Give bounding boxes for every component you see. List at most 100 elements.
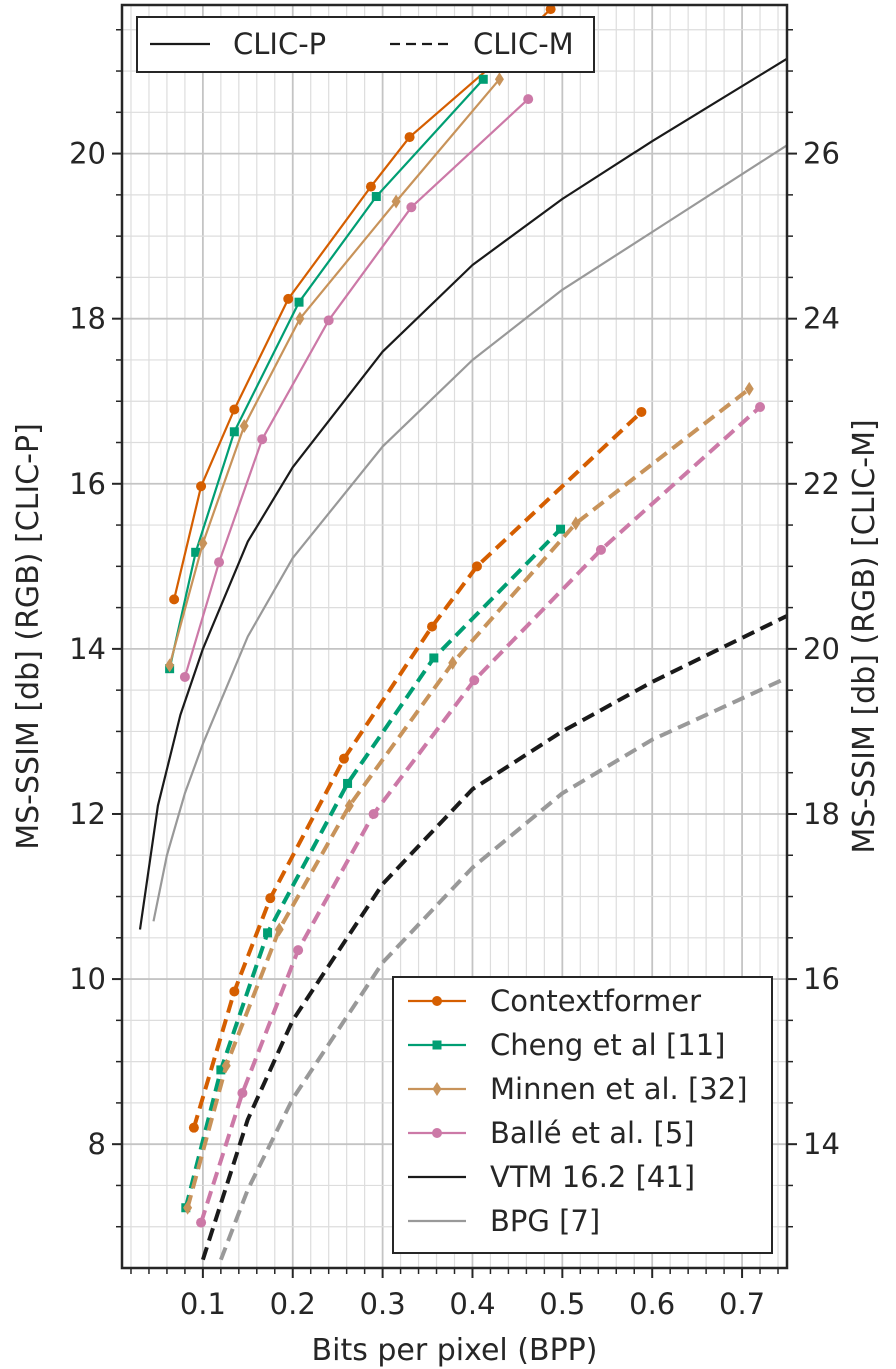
data-point-minnen-et-al-32 [165,658,175,673]
data-point-minnen-et-al-32 [744,381,754,396]
series-line-ball-et-al-5-left [183,98,529,678]
y-left-tick-label: 18 [69,302,106,336]
method-legend-label: VTM 16.2 [41] [490,1160,695,1194]
y-axis-label-left: MS-SSIM [db] (RGB) [CLIC-P] [11,423,46,850]
data-point-ball-et-al-5 [214,557,225,568]
series-line-bpg-7-left [152,144,787,922]
data-point-ball-et-al-5 [257,434,268,445]
method-legend-marker [432,1082,442,1096]
data-point-minnen-et-al-32 [295,311,305,326]
data-point-cheng-et-al-11 [371,192,381,202]
data-point-contextformer [636,406,647,417]
x-axis-label: Bits per pixel (BPP) [312,1333,598,1368]
y-right-tick-label: 18 [803,797,840,831]
data-point-cheng-et-al-11 [263,928,273,938]
y-left-tick-label: 8 [88,1127,106,1161]
data-point-contextformer [404,132,415,143]
method-legend-marker [432,1128,442,1138]
axis-ticks: 0.1 0.2 0.3 0.4 0.5 0.6 0.7 8 10 12 14 16 18 20 14 16 18… [69,29,840,1321]
data-point-cheng-et-al-11 [343,778,353,788]
y-axis-label-right: MS-SSIM [db] (RGB) [CLIC-M] [847,419,882,853]
data-point-contextformer [338,753,349,764]
series-line-cheng-et-al-11-left [168,78,485,669]
data-point-ball-et-al-5 [368,808,379,819]
y-right-tick-label: 24 [803,302,840,336]
x-tick-label: 0.2 [270,1287,316,1321]
data-point-cheng-et-al-11 [556,524,566,534]
data-point-ball-et-al-5 [293,945,304,956]
data-point-cheng-et-al-11 [478,74,488,84]
data-point-minnen-et-al-32 [239,419,249,433]
y-right-tick-label: 22 [803,467,840,501]
data-point-ball-et-al-5 [406,202,417,213]
data-point-contextformer [283,293,294,304]
data-point-contextformer [169,594,180,605]
x-tick-label: 0.1 [180,1287,226,1321]
series-line-vtm-16-2-41-right [200,614,787,1261]
method-legend-label: Contextformer [490,984,701,1018]
data-point-minnen-et-al-32 [221,1058,231,1073]
data-point-minnen-et-al-32 [571,516,581,531]
data-point-contextformer [365,181,376,192]
data-point-ball-et-al-5 [523,94,534,105]
data-point-cheng-et-al-11 [216,1065,226,1075]
y-left-tick-label: 10 [69,962,106,996]
data-point-ball-et-al-5 [179,671,190,682]
data-point-contextformer [545,5,556,15]
data-point-contextformer [229,986,240,997]
method-legend-marker [432,1040,442,1050]
data-point-cheng-et-al-11 [429,653,439,663]
data-point-cheng-et-al-11 [294,297,304,307]
data-point-contextformer [265,893,276,904]
y-right-tick-label: 26 [803,137,840,171]
series-group [138,5,787,1261]
data-point-ball-et-al-5 [237,1087,248,1098]
method-legend-label: Ballé et al. [5] [490,1116,695,1150]
method-legend-label: Minnen et al. [32] [490,1072,748,1106]
dataset-legend: CLIC-P CLIC-M [136,16,595,73]
data-point-minnen-et-al-32 [274,922,284,937]
x-tick-label: 0.3 [360,1287,406,1321]
method-legend: Contextformer Cheng et al [11] Minnen et a… [392,976,773,1254]
series-line-contextformer-left [173,8,552,600]
data-point-cheng-et-al-11 [229,427,239,437]
dataset-legend-label: CLIC-P [233,27,326,61]
data-point-minnen-et-al-32 [183,1200,193,1215]
data-point-ball-et-al-5 [196,1217,207,1228]
data-point-minnen-et-al-32 [494,72,504,87]
data-point-contextformer [196,481,207,492]
series-layer [138,5,787,1261]
data-point-contextformer [471,561,482,572]
dataset-legend-box [136,16,595,73]
data-point-contextformer [188,1122,199,1133]
data-point-minnen-et-al-32 [344,798,354,813]
data-point-ball-et-al-5 [323,315,334,326]
y-right-tick-label: 20 [803,632,840,666]
y-left-tick-label: 14 [69,632,106,666]
data-point-minnen-et-al-32 [198,536,208,551]
method-legend-label: Cheng et al [11] [490,1028,725,1062]
y-left-tick-label: 16 [69,467,106,501]
x-tick-label: 0.6 [629,1287,675,1321]
y-right-tick-label: 14 [803,1127,840,1161]
series-line-minnen-et-al-32-left [168,78,501,666]
data-point-contextformer [427,621,438,632]
series-line-vtm-16-2-41-left [138,57,787,930]
data-point-minnen-et-al-32 [391,194,401,209]
series-line-bpg-7-right [219,675,787,1261]
data-point-ball-et-al-5 [755,402,766,413]
dataset-legend-label: CLIC-M [473,27,574,61]
data-point-ball-et-al-5 [469,675,480,686]
data-point-ball-et-al-5 [595,544,606,555]
method-legend-label: BPG [7] [490,1204,600,1238]
series-line-cheng-et-al-11-right [183,527,562,1209]
x-tick-label: 0.4 [449,1287,495,1321]
method-legend-box [392,976,773,1254]
data-point-minnen-et-al-32 [448,655,458,670]
data-point-cheng-et-al-11 [191,547,201,557]
method-legend-marker [432,996,442,1006]
x-tick-label: 0.7 [719,1287,765,1321]
y-left-tick-label: 12 [69,797,106,831]
x-tick-label: 0.5 [539,1287,585,1321]
